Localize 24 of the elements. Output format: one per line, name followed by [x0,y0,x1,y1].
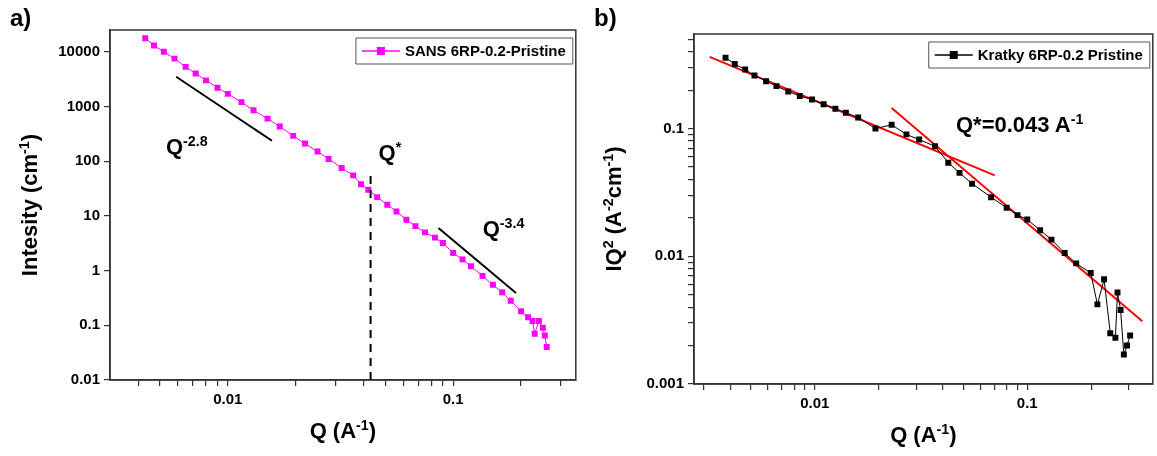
y-tick-label: 1000 [66,96,100,114]
y-tick-label: 0.1 [79,315,100,333]
y-tick-label: 1 [91,260,100,278]
x-tick-label: 0.1 [442,389,464,407]
annotation: Q$^{-2.8}$ [165,133,208,160]
y-tick-label: 10 [83,206,100,224]
legend-label: Kratky 6RP-0.2 Pristine [977,46,1143,64]
y-tick-label: 0.01 [70,370,100,388]
x-tick-label: 0.01 [800,393,830,411]
y-tick-label: 100 [74,151,100,169]
x-axis-title: Q (A$^{-1}$) [309,417,377,443]
y-tick-label: 0.1 [663,118,684,136]
legend-label: SANS 6RP-0.2-Pristine [404,42,566,60]
chart-title: b) [594,4,617,31]
annotation: Q*=0.043 A$^{-1}$ [955,110,1084,137]
y-tick-label: 10000 [58,41,100,59]
y-tick-label: 0.001 [646,374,684,392]
x-tick-label: 0.1 [1016,393,1038,411]
x-axis-title: Q (A$^{-1}$) [890,421,957,447]
x-tick-label: 0.01 [213,389,243,407]
annotation: Q$^{-3.4}$ [482,215,525,241]
y-tick-label: 0.01 [654,246,684,264]
chart-title: a) [10,4,32,31]
ref-line-label: Q$^{*}$ [378,139,402,165]
